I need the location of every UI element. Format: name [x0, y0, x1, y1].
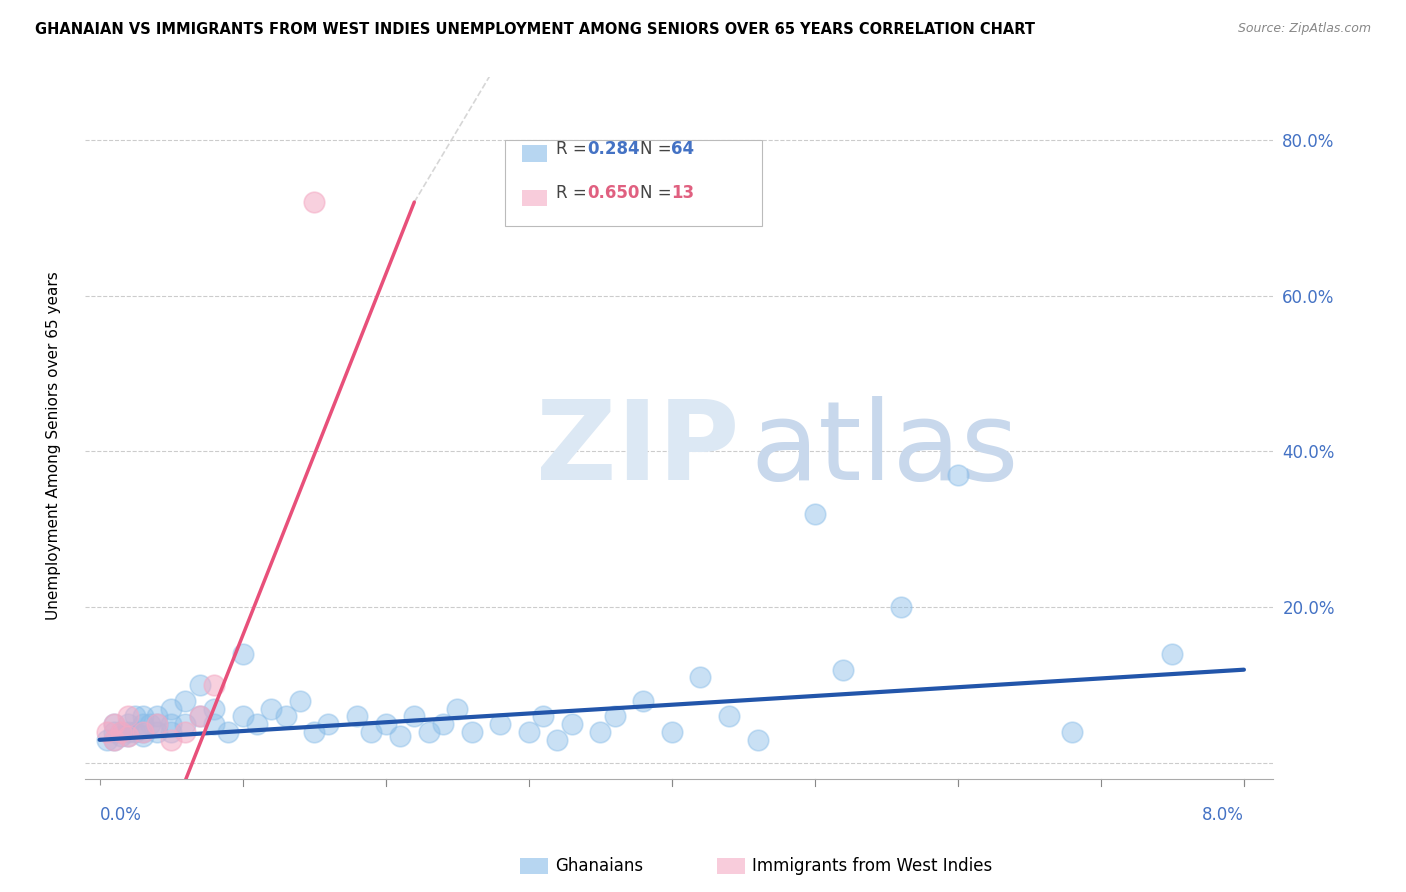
Point [96, 732, 118, 747]
Point [260, 701, 283, 715]
Point [446, 701, 468, 715]
Point [360, 725, 382, 739]
Point [146, 709, 169, 723]
Point [460, 725, 482, 739]
Point [174, 694, 197, 708]
Point [489, 717, 512, 731]
Point [110, 729, 132, 743]
Point [110, 725, 132, 739]
Point [661, 725, 683, 739]
Point [188, 678, 211, 692]
Point [717, 709, 740, 723]
Point [96, 725, 118, 739]
Point [160, 717, 183, 731]
Point [103, 725, 125, 739]
Point [117, 729, 139, 743]
Text: 0.284: 0.284 [586, 139, 640, 158]
Point [160, 725, 183, 739]
Point [432, 717, 454, 731]
Point [202, 701, 225, 715]
Point [418, 725, 440, 739]
Point [117, 717, 139, 731]
Point [146, 717, 169, 731]
Text: GHANAIAN VS IMMIGRANTS FROM WEST INDIES UNEMPLOYMENT AMONG SENIORS OVER 65 YEARS: GHANAIAN VS IMMIGRANTS FROM WEST INDIES … [35, 22, 1035, 37]
Point [131, 717, 153, 731]
Text: 0.0%: 0.0% [100, 806, 142, 824]
Text: 64: 64 [671, 139, 695, 158]
Point [804, 507, 827, 521]
Point [174, 717, 197, 731]
Point [346, 709, 368, 723]
Text: atlas: atlas [751, 396, 1019, 503]
Point [747, 732, 769, 747]
Text: 0.650: 0.650 [586, 184, 640, 202]
Point [517, 725, 540, 739]
Point [232, 709, 254, 723]
Point [131, 725, 153, 739]
Text: N =: N = [640, 139, 678, 158]
Point [274, 709, 297, 723]
Point [117, 725, 139, 739]
Point [131, 729, 153, 743]
Text: Immigrants from West Indies: Immigrants from West Indies [752, 857, 993, 875]
Point [589, 725, 612, 739]
Point [103, 732, 125, 747]
Point [103, 717, 125, 731]
Point [160, 701, 183, 715]
Point [202, 717, 225, 731]
Point [631, 694, 654, 708]
Point [110, 725, 132, 739]
Point [288, 694, 311, 708]
Point [188, 709, 211, 723]
Point [124, 725, 146, 739]
Point [103, 717, 125, 731]
Point [546, 732, 568, 747]
Point [388, 729, 411, 743]
Text: R =: R = [555, 139, 592, 158]
Point [217, 725, 239, 739]
Point [689, 670, 711, 684]
Point [160, 732, 183, 747]
Point [1161, 647, 1184, 661]
Text: 13: 13 [671, 184, 695, 202]
Text: N =: N = [640, 184, 678, 202]
Point [946, 467, 969, 482]
Point [188, 709, 211, 723]
Point [131, 709, 153, 723]
Point [531, 709, 554, 723]
Point [117, 729, 139, 743]
Point [124, 709, 146, 723]
Point [131, 725, 153, 739]
Text: R =: R = [555, 184, 592, 202]
Point [232, 647, 254, 661]
Text: Source: ZipAtlas.com: Source: ZipAtlas.com [1237, 22, 1371, 36]
Point [318, 717, 340, 731]
Point [146, 725, 169, 739]
Text: ZIP: ZIP [537, 396, 740, 503]
Point [302, 195, 325, 210]
Point [174, 725, 197, 739]
Point [603, 709, 626, 723]
Point [374, 717, 396, 731]
Point [138, 717, 160, 731]
Point [302, 725, 325, 739]
Point [246, 717, 269, 731]
Text: Ghanaians: Ghanaians [555, 857, 644, 875]
Point [146, 717, 169, 731]
Point [202, 678, 225, 692]
Text: Unemployment Among Seniors over 65 years: Unemployment Among Seniors over 65 years [46, 272, 60, 620]
Point [561, 717, 583, 731]
Point [1062, 725, 1084, 739]
Point [404, 709, 426, 723]
Point [117, 709, 139, 723]
Text: 8.0%: 8.0% [1202, 806, 1244, 824]
Point [832, 663, 855, 677]
Point [890, 600, 912, 615]
Point [103, 732, 125, 747]
